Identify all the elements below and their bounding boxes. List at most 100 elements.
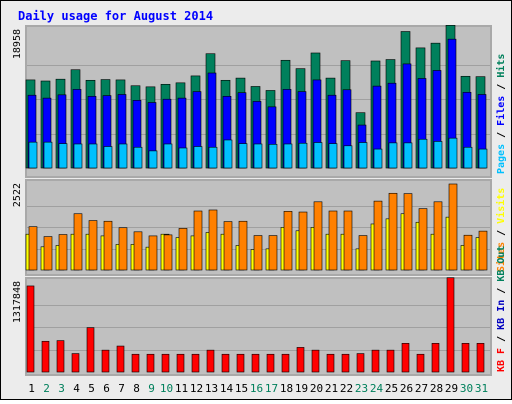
- bar-hits-files-pages-pages-18: [283, 143, 293, 169]
- panel-kbytes: 1317848 KB F / KB In / KB Out: [12, 246, 507, 376]
- side-legend-part: KB F: [496, 348, 507, 372]
- bar-kbytes-kb-f-16: [251, 353, 260, 373]
- bar-visits-sites-sites-13: [208, 209, 218, 271]
- day-label-23: 23: [355, 382, 368, 395]
- bar-kbytes-kb-f-1: [26, 285, 35, 373]
- side-legend-part: Sites: [495, 242, 507, 272]
- day-label-2: 2: [43, 382, 50, 395]
- day-label-21: 21: [325, 382, 338, 395]
- bar-visits-sites-sites-23: [358, 235, 368, 271]
- day-label-20: 20: [310, 382, 323, 395]
- day-label-15: 15: [235, 382, 248, 395]
- side-legend-label: Sites / Visits: [495, 188, 507, 272]
- bar-kbytes-kb-f-7: [116, 345, 125, 373]
- day-label-11: 11: [175, 382, 188, 395]
- bar-kbytes-kb-f-18: [281, 353, 290, 373]
- day-label-12: 12: [190, 382, 203, 395]
- bar-visits-sites-sites-27: [418, 208, 428, 271]
- side-legend-part: /: [496, 282, 507, 300]
- bar-hits-files-pages-pages-5: [88, 143, 98, 169]
- bar-hits-files-pages-pages-21: [328, 143, 338, 169]
- bar-visits-sites-sites-4: [73, 213, 83, 271]
- bar-visits-sites-sites-7: [118, 227, 128, 271]
- bar-visits-sites-sites-3: [58, 234, 68, 271]
- bar-hits-files-pages-pages-29: [448, 137, 458, 169]
- bar-kbytes-kb-f-9: [146, 353, 155, 373]
- day-label-28: 28: [430, 382, 443, 395]
- day-label-6: 6: [103, 382, 110, 395]
- bar-kbytes-kb-f-13: [206, 349, 215, 373]
- bar-kbytes-kb-f-29: [446, 277, 455, 373]
- bar-visits-sites-sites-10: [163, 234, 173, 271]
- day-labels: 1 2 3 4 5 6 7 8 9 10 11 12 13 14 15 16 17 18 19 20 21 22 23 24 2…: [28, 382, 488, 395]
- bar-hits-files-pages-pages-16: [253, 143, 263, 169]
- bar-hits-files-pages-pages-1: [28, 141, 38, 169]
- bar-kbytes-kb-f-6: [101, 349, 110, 373]
- bar-hits-files-pages-pages-9: [148, 150, 158, 169]
- bar-hits-files-pages-pages-14: [223, 139, 233, 169]
- bar-kbytes-kb-f-3: [56, 340, 65, 373]
- y-max-label: 18958: [12, 29, 23, 59]
- day-label-13: 13: [205, 382, 218, 395]
- bar-visits-sites-sites-1: [28, 226, 38, 271]
- side-legend-part: /: [496, 224, 507, 242]
- day-label-9: 9: [148, 382, 155, 395]
- bar-visits-sites-sites-5: [88, 220, 98, 271]
- day-label-24: 24: [370, 382, 384, 395]
- side-legend-part: Hits: [495, 54, 507, 78]
- bar-visits-sites-sites-9: [148, 235, 158, 271]
- bar-visits-sites-sites-21: [328, 210, 338, 271]
- bar-hits-files-pages-pages-31: [478, 148, 488, 169]
- bar-hits-files-pages-pages-27: [418, 138, 428, 169]
- bar-kbytes-kb-f-2: [41, 340, 50, 373]
- side-legend-part: Files: [495, 96, 507, 126]
- side-legend-part: Pages: [496, 144, 507, 174]
- bar-hits-files-pages-pages-24: [373, 148, 383, 169]
- bar-kbytes-kb-f-17: [266, 353, 275, 373]
- day-label-29: 29: [445, 382, 458, 395]
- bar-visits-sites-sites-31: [478, 230, 488, 271]
- side-legend-part: /: [496, 330, 507, 348]
- bar-visits-sites-sites-11: [178, 228, 188, 271]
- bar-hits-files-pages-pages-8: [133, 146, 143, 169]
- day-label-4: 4: [73, 382, 80, 395]
- y-max-label: 1317848: [12, 281, 23, 323]
- bar-hits-files-pages-pages-10: [163, 143, 173, 169]
- bar-visits-sites-sites-19: [298, 211, 308, 271]
- bar-visits-sites-sites-17: [268, 235, 278, 271]
- bar-hits-files-pages-pages-13: [208, 146, 218, 169]
- bar-visits-sites-sites-15: [238, 220, 248, 271]
- bar-visits-sites-sites-2: [43, 236, 53, 271]
- bar-visits-sites-sites-12: [193, 210, 203, 271]
- panels-layer: 18958 Pages / Files / Hits 2522 Sites / Vis…: [12, 25, 507, 376]
- bar-visits-sites-sites-6: [103, 220, 113, 271]
- bar-hits-files-pages-pages-15: [238, 143, 248, 169]
- bar-kbytes-kb-f-23: [356, 353, 365, 373]
- day-label-1: 1: [28, 382, 35, 395]
- day-label-27: 27: [415, 382, 428, 395]
- bar-visits-sites-sites-29: [448, 183, 458, 271]
- bar-visits-sites-sites-30: [463, 234, 473, 271]
- bar-hits-files-pages-pages-26: [403, 142, 413, 169]
- bar-kbytes-kb-f-31: [476, 343, 485, 373]
- bar-kbytes-kb-f-22: [341, 353, 350, 373]
- bar-visits-sites-sites-25: [388, 192, 398, 271]
- bar-kbytes-kb-f-24: [371, 349, 380, 373]
- bar-hits-files-pages-pages-20: [313, 142, 323, 169]
- day-label-5: 5: [88, 382, 95, 395]
- bar-kbytes-kb-f-30: [461, 343, 470, 373]
- bar-hits-files-pages-pages-2: [43, 141, 53, 169]
- bar-kbytes-kb-f-11: [176, 353, 185, 373]
- day-label-16: 16: [250, 382, 263, 395]
- bar-visits-sites-sites-26: [403, 193, 413, 271]
- bar-visits-sites-sites-18: [283, 211, 293, 271]
- bar-kbytes-kb-f-19: [296, 347, 305, 373]
- side-legend-part: KB Out: [496, 246, 507, 282]
- chart-title: Daily usage for August 2014: [18, 9, 213, 23]
- bar-kbytes-kb-f-14: [221, 353, 230, 373]
- panel-hits-files-pages: 18958 Pages / Files / Hits: [12, 25, 507, 178]
- day-label-31: 31: [475, 382, 488, 395]
- bar-hits-files-pages-pages-28: [433, 141, 443, 169]
- bar-visits-sites-sites-8: [133, 231, 143, 271]
- bar-hits-files-pages-pages-19: [298, 142, 308, 169]
